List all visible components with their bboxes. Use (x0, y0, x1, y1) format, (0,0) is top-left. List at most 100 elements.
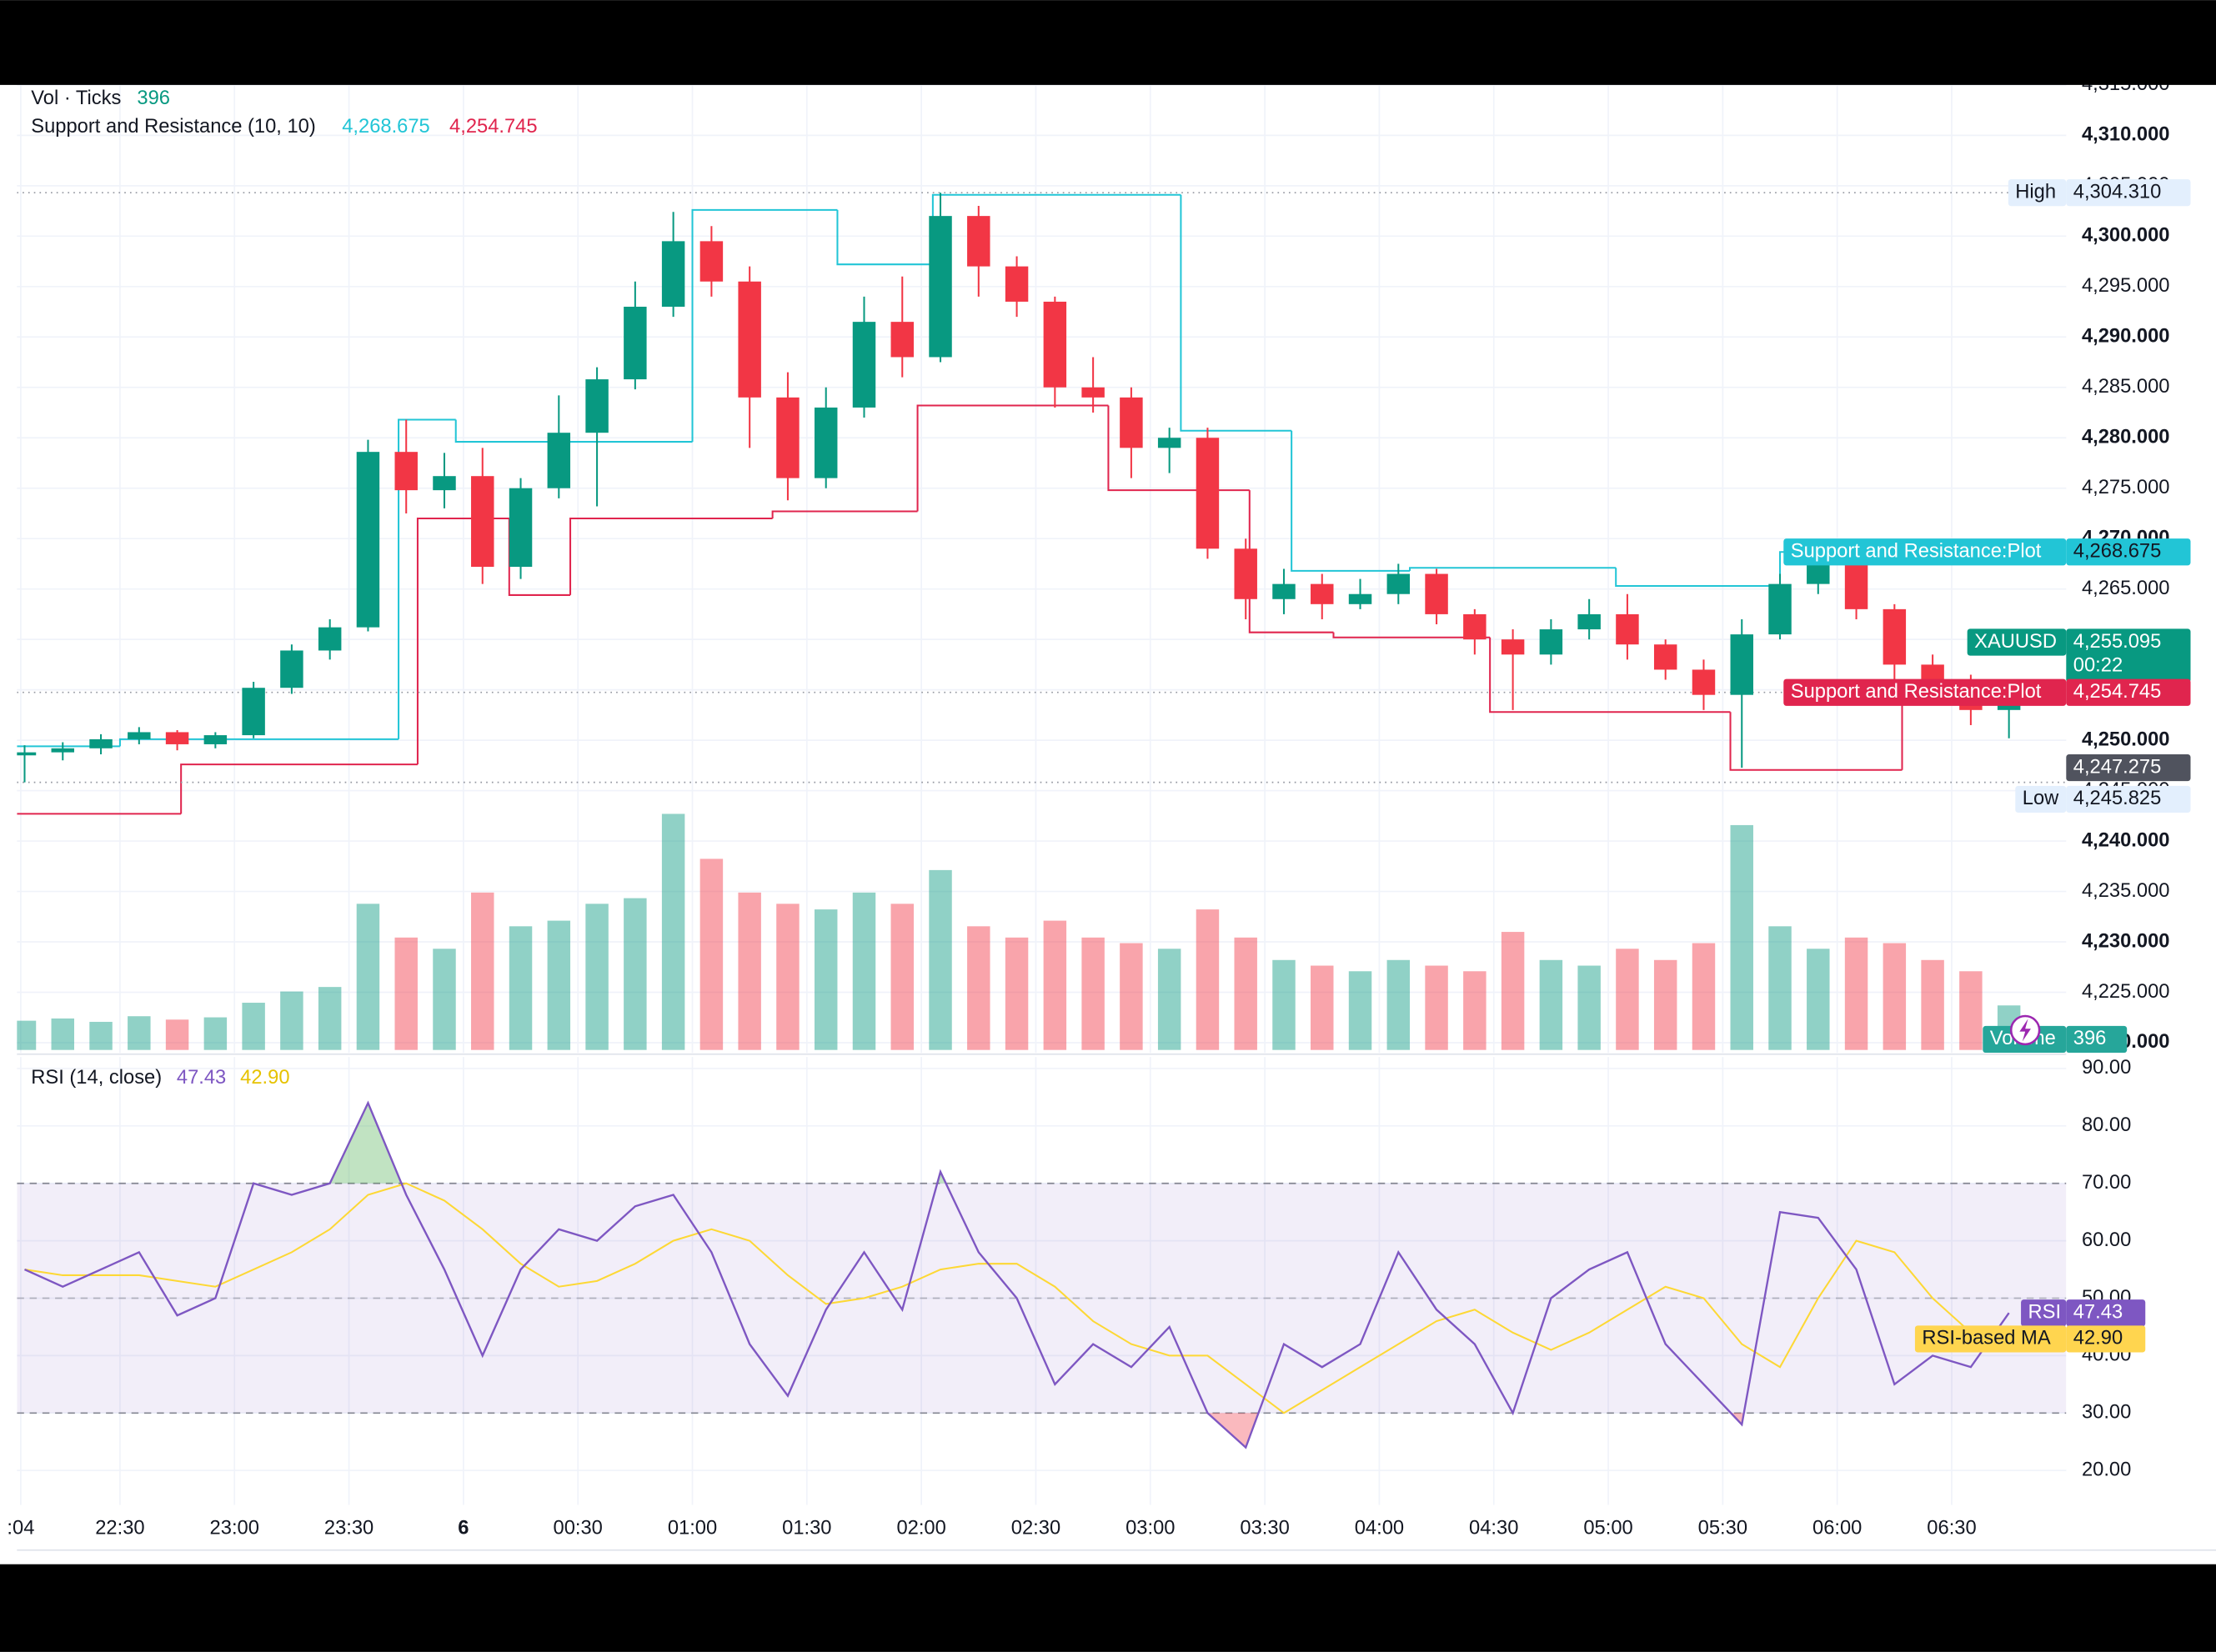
rsi-tick-label: 90.00 (2082, 1057, 2131, 1079)
support-segment (508, 518, 571, 596)
volume-bar (1157, 949, 1181, 1050)
candle-body (776, 397, 800, 478)
alert-icon[interactable] (2009, 1014, 2041, 1046)
volume-bar (1692, 943, 1716, 1050)
support-segment (180, 763, 418, 814)
rsi-overbought-fill (329, 1103, 402, 1184)
volume-bar (318, 987, 342, 1050)
y-tick-label: 4,265.000 (2082, 578, 2170, 599)
candle-body (1005, 266, 1029, 302)
y-tick-label: 4,290.000 (2082, 326, 2170, 348)
legend: Vol · Ticks 396 Support and Resistance (… (31, 88, 537, 1089)
candle-body (128, 732, 151, 739)
legend-support-value: 4,254.745 (449, 116, 538, 138)
x-tick-label: 23:00 (210, 1518, 259, 1539)
candles-layer (17, 193, 2021, 783)
top-bar (0, 0, 2216, 85)
volume-value: 396 (2073, 1028, 2107, 1049)
candle-body (1653, 644, 1677, 670)
volume-bar (624, 898, 647, 1050)
candle-body (814, 407, 838, 478)
low-label: Low (2023, 788, 2059, 809)
x-tick-label: 01:30 (782, 1518, 831, 1539)
candle-body (1386, 573, 1411, 594)
rsi-ma-line (24, 1182, 2009, 1414)
candle-body (967, 216, 990, 267)
x-tick-label: 05:30 (1698, 1518, 1747, 1539)
candle-body (1120, 397, 1143, 448)
rsi-background (17, 1182, 2067, 1414)
candle-body (1768, 583, 1792, 635)
resistance-segment (836, 209, 933, 266)
candle-body (471, 476, 494, 568)
volume-bar (1959, 971, 1983, 1050)
high-value-bg (2066, 179, 2191, 207)
grid (17, 84, 2067, 1505)
rsi-value: 47.43 (2073, 1301, 2123, 1323)
volume-bar (1768, 926, 1792, 1050)
x-tick-label: :04 (7, 1518, 34, 1539)
support-segment (916, 404, 1109, 512)
candle-body (1577, 613, 1601, 630)
volume-bar (1043, 920, 1067, 1050)
legend-rsi-name: RSI (14, close) (31, 1067, 162, 1089)
candle-body (165, 732, 189, 744)
rsi-ma-value-bg (2066, 1325, 2146, 1353)
candle-body (585, 379, 609, 433)
x-tick-label: 04:00 (1355, 1518, 1404, 1539)
volume-bar (1577, 965, 1601, 1050)
candle-body (1157, 438, 1181, 448)
candle-body (929, 216, 952, 358)
volume-bar (890, 904, 914, 1050)
resistance-segment (691, 208, 838, 443)
resistance-segment (398, 418, 456, 739)
candle-body (394, 452, 418, 491)
candle-body (738, 281, 761, 398)
volume-bar (585, 904, 609, 1050)
volume-bar (51, 1018, 75, 1050)
candle-body (852, 322, 876, 408)
candle-body (1311, 583, 1334, 604)
resistance-plot-label-bg (1783, 538, 2067, 566)
high-label: High (2015, 181, 2056, 203)
volume-bar (738, 892, 761, 1050)
x-tick-label: 23:30 (324, 1518, 374, 1539)
candle-body (1692, 669, 1716, 695)
symbol-label: XAUUSD (1974, 631, 2057, 653)
candle-body (433, 476, 456, 491)
low-label-bg (2015, 785, 2067, 813)
rsi-ma-value: 42.90 (2073, 1328, 2123, 1349)
candle-body (1348, 593, 1372, 604)
resistance-segment (1291, 430, 1411, 572)
candle-body (1196, 438, 1220, 549)
support-segment (1729, 712, 1903, 771)
volume-bar (1120, 943, 1143, 1050)
volume-bar (280, 991, 303, 1050)
rsi-tick-label: 20.00 (2082, 1459, 2131, 1480)
candle-body (1081, 387, 1105, 398)
y-tick-label: 4,285.000 (2082, 376, 2170, 398)
volume-bar (1463, 971, 1487, 1050)
x-tick-label: 6 (458, 1518, 469, 1539)
volume-value-bg (2066, 1025, 2128, 1054)
volume-bar (1386, 959, 1411, 1050)
candle-body (280, 650, 303, 688)
volume-bar (1196, 909, 1220, 1050)
y-tick-label: 4,225.000 (2082, 981, 2170, 1003)
volume-bar (967, 926, 990, 1050)
volume-bar (1807, 949, 1830, 1050)
support-segment (1248, 490, 1334, 633)
volume-bar (394, 937, 418, 1050)
volume-bar (89, 1021, 113, 1050)
resistance-plot-label: Support and Resistance:Plot (1791, 540, 2042, 562)
x-tick-label: 22:30 (95, 1518, 144, 1539)
support-segment (771, 510, 918, 519)
x-tick-label: 02:00 (896, 1518, 945, 1539)
y-tick-label: 4,280.000 (2082, 427, 2170, 448)
candle-body (1234, 548, 1257, 599)
volume-bar (242, 1003, 265, 1050)
volume-bar (203, 1017, 228, 1050)
axes: :04 22:30 23:00 23:30 6 00:30 01:00 01:30 02:00 0… (7, 73, 2169, 1539)
support-plot-label: Support and Resistance:Plot (1791, 681, 2042, 703)
